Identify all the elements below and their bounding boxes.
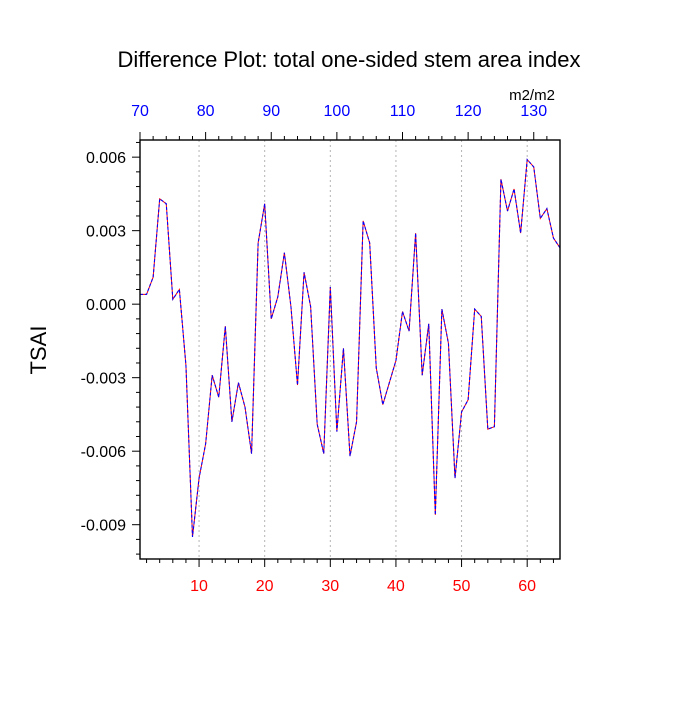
y-tick-label: 0.006 (86, 150, 126, 167)
y-tick-label: 0.003 (86, 224, 126, 241)
x-top-tick-label: 90 (262, 103, 280, 120)
x-top-tick-label: 100 (324, 103, 351, 120)
x-top-tick-label: 110 (390, 103, 416, 120)
units-label: m2/m2 (509, 87, 555, 104)
x-top-tick-label: 120 (455, 103, 482, 120)
x-bottom-tick-label: 30 (321, 578, 339, 595)
axis-ticks (132, 132, 554, 567)
x-top-tick-label: 130 (520, 103, 547, 120)
chart-title: Difference Plot: total one-sided stem ar… (117, 47, 580, 72)
tick-labels: 0.006 0.003 0.000 -0.003 -0.006 -0.009 10 20 30 4… (81, 103, 548, 595)
x-top-tick-label: 80 (197, 103, 215, 120)
x-top-tick-label: 70 (131, 103, 149, 120)
x-bottom-tick-label: 10 (190, 578, 208, 595)
y-tick-label: -0.006 (81, 444, 126, 461)
y-tick-label: 0.000 (86, 297, 126, 314)
x-bottom-tick-label: 50 (453, 578, 471, 595)
grid-lines (198, 140, 528, 559)
y-tick-label: -0.003 (81, 371, 126, 388)
y-tick-label: -0.009 (81, 518, 126, 535)
series-line-solid (140, 158, 561, 538)
series-lines (140, 158, 561, 538)
series-line-dashed (140, 158, 561, 538)
x-bottom-tick-label: 40 (387, 578, 405, 595)
x-bottom-tick-label: 60 (518, 578, 536, 595)
plot-frame (139, 139, 561, 560)
y-axis-label: TSAI (26, 326, 51, 375)
x-bottom-tick-label: 20 (256, 578, 274, 595)
